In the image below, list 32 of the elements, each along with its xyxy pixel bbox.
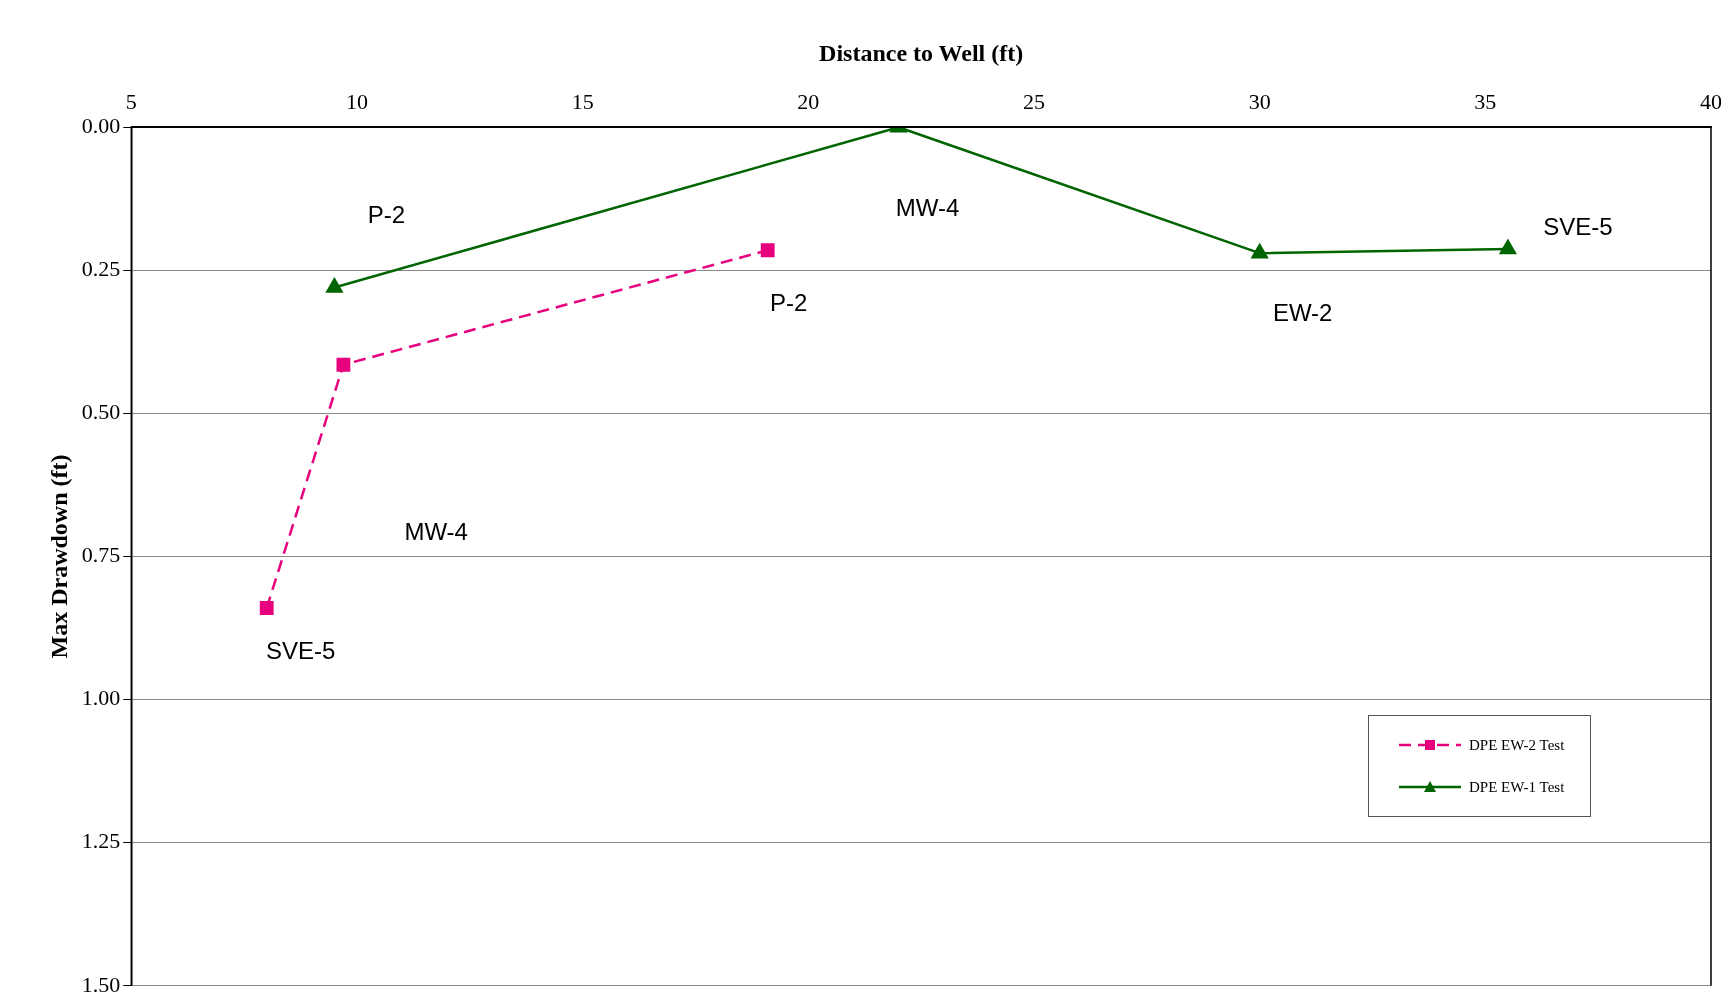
annotation: P-2 — [770, 288, 808, 316]
x-tick-label: 35 — [1474, 88, 1497, 114]
point — [259, 601, 274, 615]
x-tick-label: 40 — [1700, 88, 1722, 114]
annotation: MW-4 — [895, 193, 960, 221]
y-tick-label: 0.50 — [81, 399, 121, 425]
legend-label: DPE EW-2 Test — [1469, 736, 1565, 754]
legend-label: DPE EW-1 Test — [1469, 778, 1565, 796]
x-tick-label: 10 — [345, 88, 368, 114]
x-tick-label: 25 — [1022, 88, 1045, 114]
x-tick-label: 30 — [1248, 88, 1271, 114]
annotation: P-2 — [367, 201, 406, 229]
annotation: SVE-5 — [266, 636, 336, 664]
annotation: SVE-5 — [1543, 212, 1613, 240]
y-tick-label: 0.00 — [81, 112, 121, 138]
x-axis-title: Distance to Well (ft) — [819, 39, 1024, 66]
y-tick-label: 1.50 — [81, 971, 121, 997]
y-tick-label: 0.75 — [81, 542, 121, 568]
x-tick-label: 5 — [125, 88, 137, 114]
point — [1251, 243, 1268, 259]
annotation: MW-4 — [404, 517, 468, 545]
y-axis-title: Max Drawdown (ft) — [45, 454, 72, 659]
x-tick-label: 20 — [797, 88, 820, 114]
annotation: EW-2 — [1272, 298, 1333, 326]
x-tick-label: 15 — [571, 88, 594, 114]
y-tick-label: 1.00 — [81, 685, 121, 711]
point — [1499, 239, 1517, 255]
y-tick-label: 1.25 — [81, 828, 121, 854]
point — [760, 243, 775, 258]
y-tick-label: 0.25 — [81, 256, 121, 282]
point — [326, 278, 343, 293]
point — [336, 357, 351, 372]
